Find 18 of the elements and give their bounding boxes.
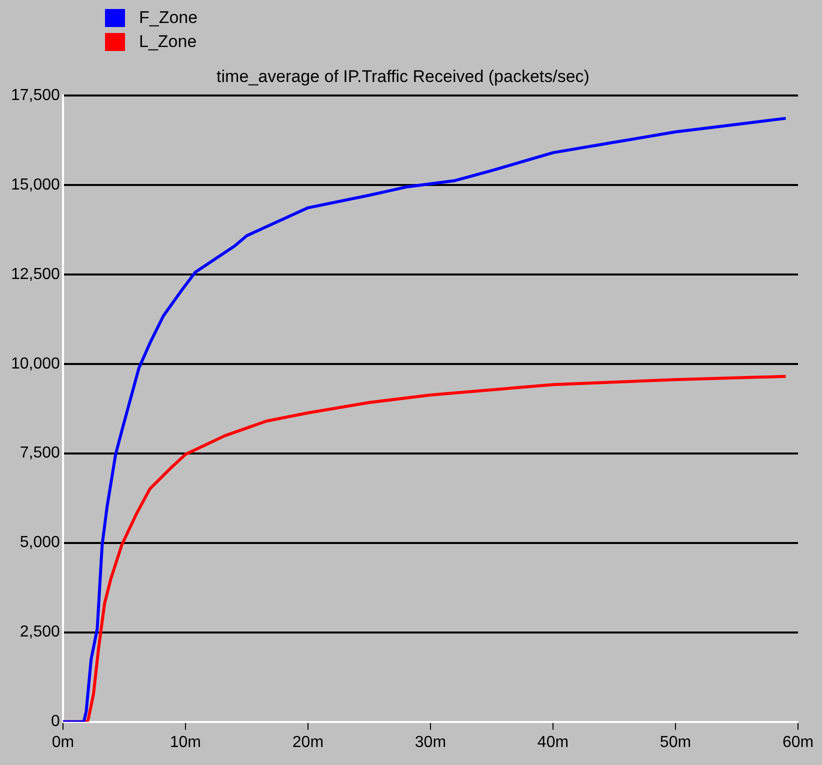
y-tick-label: 10,000 — [11, 355, 60, 372]
y-tick-label: 0 — [51, 713, 60, 730]
y-tick-label: 2,500 — [20, 624, 60, 641]
chart-title: time_average of IP.Traffic Received (packets/sec) — [216, 66, 590, 86]
y-tick-label: 5,000 — [20, 534, 60, 552]
y-tick-label: 15,000 — [11, 176, 60, 194]
y-tick-label: 12,500 — [11, 266, 60, 283]
x-tick-label: 0m — [52, 734, 74, 751]
legend-label: L_Zone — [139, 32, 197, 52]
x-tick-label: 50m — [660, 734, 692, 751]
y-tick-label: 7,500 — [20, 444, 60, 462]
y-tick-label: 17,500 — [11, 86, 60, 104]
x-tick-label: 60m — [782, 734, 814, 751]
x-tick-label: 40m — [537, 734, 569, 751]
x-tick-label: 20m — [292, 734, 324, 751]
legend-label: F_Zone — [139, 8, 198, 28]
x-tick-label: 10m — [170, 734, 202, 751]
x-tick-label: 30m — [414, 734, 446, 751]
